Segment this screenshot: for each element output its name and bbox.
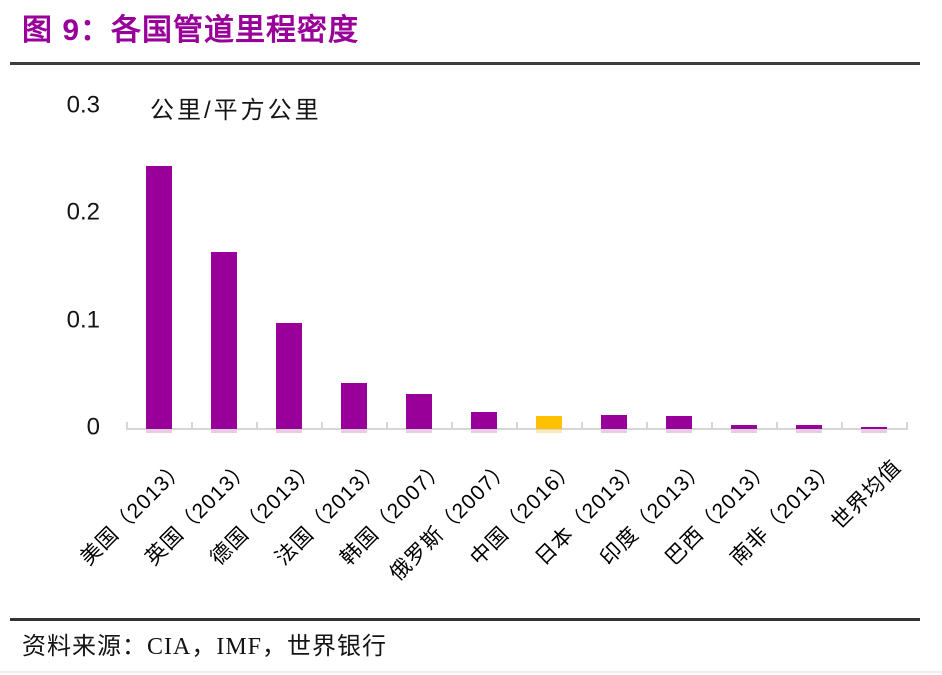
- bar: [730, 425, 757, 429]
- x-axis-tick: [646, 422, 648, 429]
- bar-underline: [535, 430, 562, 433]
- bar: [275, 323, 302, 429]
- bar-underline: [860, 430, 887, 433]
- top-rule: [10, 62, 920, 65]
- bar: [405, 394, 432, 429]
- bar: [470, 412, 497, 429]
- bar: [145, 166, 172, 429]
- x-axis-line: [126, 428, 908, 430]
- bar: [340, 383, 367, 429]
- bar-underline: [405, 430, 432, 433]
- chart-area: 公里/平方公里 0 0.1 0.2 0.3 美国（2013） 英国（2013） 德国（201…: [0, 70, 942, 618]
- y-axis-tick-label: 0: [86, 413, 100, 441]
- bar-underline: [275, 430, 302, 433]
- figure-title: 图 9：各国管道里程密度: [22, 14, 360, 47]
- bar-underline: [600, 430, 627, 433]
- x-axis-tick: [906, 422, 908, 429]
- x-axis-tick: [256, 422, 258, 429]
- y-axis-tick-label: 0.3: [66, 91, 100, 119]
- x-axis-tick: [321, 422, 323, 429]
- page-edge-line: [0, 671, 942, 673]
- bar-underline: [795, 430, 822, 433]
- x-axis-tick: [776, 422, 778, 429]
- bar-underline: [145, 430, 172, 433]
- x-axis-tick: [126, 422, 128, 429]
- x-axis-tick: [581, 422, 583, 429]
- y-axis-tick-label: 0.2: [66, 198, 100, 226]
- bar-underline: [340, 430, 367, 433]
- bar: [210, 252, 237, 429]
- y-axis-unit-label: 公里/平方公里: [150, 97, 322, 124]
- x-axis-tick: [711, 422, 713, 429]
- x-axis-tick: [386, 422, 388, 429]
- bar: [665, 416, 692, 429]
- bar: [860, 427, 887, 429]
- bar-underline: [470, 430, 497, 433]
- bar: [795, 425, 822, 429]
- bar-underline: [730, 430, 757, 433]
- x-axis-tick: [451, 422, 453, 429]
- x-axis-tick: [516, 422, 518, 429]
- bottom-rule: [10, 618, 920, 621]
- bar-underline: [210, 430, 237, 433]
- bar: [535, 416, 562, 429]
- x-axis-tick: [841, 422, 843, 429]
- bar: [600, 415, 627, 429]
- x-axis-label: 世界均值: [826, 455, 906, 535]
- bar-underline: [665, 430, 692, 433]
- source-note: 资料来源：CIA，IMF，世界银行: [22, 634, 388, 660]
- x-axis-tick: [191, 422, 193, 429]
- y-axis-tick-label: 0.1: [66, 306, 100, 334]
